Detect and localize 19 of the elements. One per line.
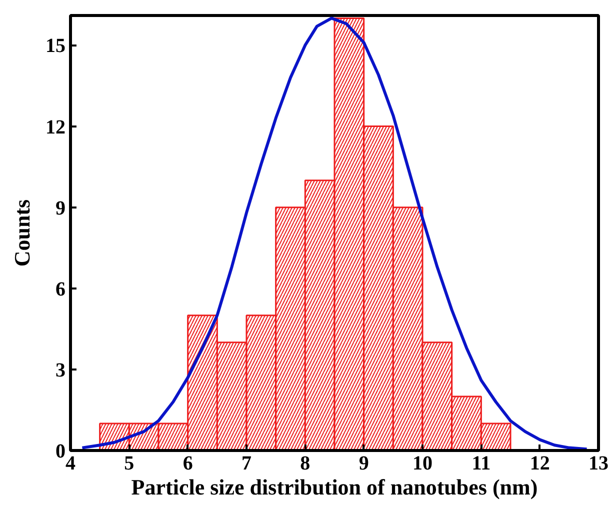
x-axis-title: Particle size distribution of nanotubes (nm) <box>131 474 538 500</box>
x-tick-label: 11 <box>472 452 491 474</box>
y-tick-label: 0 <box>56 440 66 462</box>
y-axis-title: Counts <box>10 198 34 267</box>
x-tick-label: 13 <box>588 452 608 474</box>
y-tick-label: 12 <box>46 116 66 138</box>
y-tick-label: 9 <box>56 197 66 220</box>
x-tick-label: 12 <box>530 452 550 474</box>
x-tick-label: 7 <box>242 452 252 474</box>
x-tick-label: 6 <box>182 452 193 474</box>
x-tick-label: 5 <box>124 452 134 474</box>
x-tick-label: 10 <box>412 452 432 474</box>
y-tick-label: 6 <box>56 278 66 300</box>
y-tick-label: 3 <box>56 359 66 382</box>
x-tick-label: 8 <box>300 452 310 474</box>
x-tick-label: 4 <box>66 452 76 474</box>
y-tick-label: 15 <box>46 35 66 58</box>
x-tick-label: 9 <box>358 452 369 474</box>
line-series <box>80 16 588 450</box>
